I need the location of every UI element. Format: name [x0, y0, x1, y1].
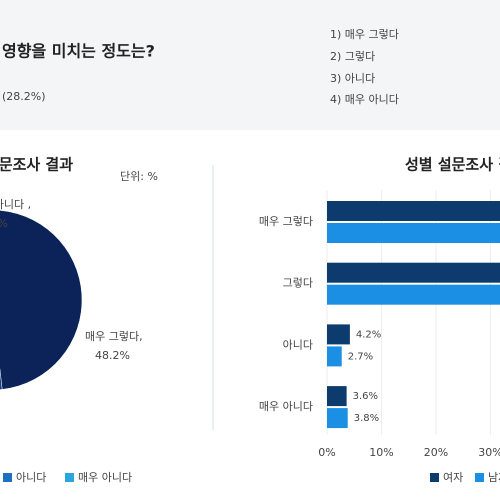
bar [327, 386, 347, 407]
legend-label: 아니다 [16, 471, 46, 484]
x-tick-label: 0% [318, 446, 335, 459]
legend-label: 여자 [443, 471, 463, 484]
slice-label: 매우 아니다 , [0, 198, 31, 211]
option: 3) 아니다 [330, 72, 375, 85]
option: 4) 매우 아니다 [330, 93, 399, 106]
chart-title: 성별 설문조사 결과 [405, 156, 500, 174]
legend-swatch [65, 473, 74, 482]
y-tick-label: 매우 그렇다 [259, 215, 313, 228]
y-tick-label: 그렇다 [283, 277, 313, 290]
bar [327, 201, 500, 221]
x-tick-label: 20% [424, 446, 448, 459]
legend-label: 매우 아니다 [78, 471, 132, 484]
value-label: 4.2% [356, 329, 381, 340]
unit-label: 단위: % [120, 170, 158, 183]
bar [327, 324, 350, 345]
y-tick-label: 아니다 [283, 338, 313, 351]
question-panel [0, 0, 500, 130]
slice-label: 매우 그렇다, [85, 330, 143, 343]
option: 2) 그렇다 [330, 50, 375, 63]
bar [327, 408, 348, 429]
legend-swatch [430, 473, 439, 482]
legend-swatch [3, 473, 12, 482]
bar [327, 223, 500, 243]
legend-swatch [475, 473, 484, 482]
bar [327, 262, 500, 283]
value-label: 3.6% [353, 391, 378, 402]
slice-value: 48.2% [95, 349, 130, 362]
slice-value: 3.7% [0, 217, 8, 230]
pie-slice [0, 210, 83, 390]
option: 1) 매우 그렇다 [330, 28, 399, 41]
x-tick-label: 10% [369, 446, 393, 459]
bar [327, 284, 500, 305]
y-tick-label: 매우 아니다 [259, 400, 313, 413]
x-tick-label: 30% [478, 446, 500, 459]
chart-title: 설문조사 결과 [0, 156, 73, 174]
value-label: 3.8% [354, 413, 379, 424]
question: 영향을 미치는 정도는? [2, 42, 155, 61]
bar [327, 346, 342, 367]
answer: (28.2%) [2, 90, 46, 103]
value-label: 2.7% [348, 351, 373, 362]
pie-slice [0, 368, 3, 390]
legend-label: 남자 [488, 471, 500, 484]
